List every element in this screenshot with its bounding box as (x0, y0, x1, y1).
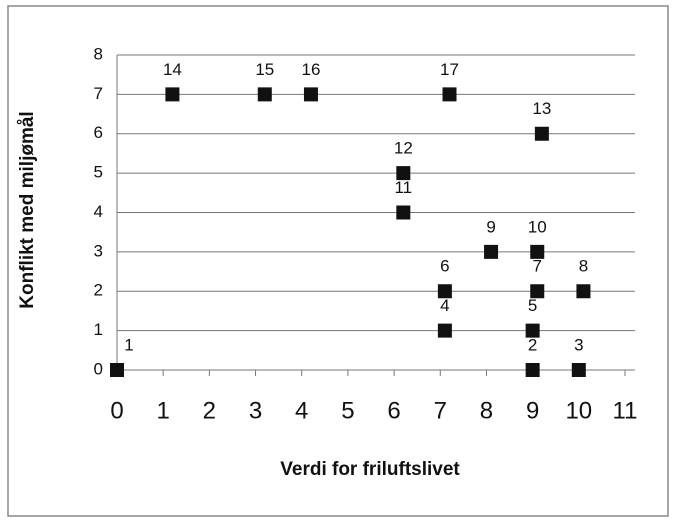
point (303, 87, 318, 102)
point-label: 3 (574, 335, 583, 354)
y-tick-label: 4 (94, 202, 103, 221)
point (484, 244, 499, 259)
x-tick-label: 4 (295, 397, 308, 424)
y-tick-label: 1 (94, 320, 103, 339)
point (396, 205, 411, 220)
chart-border (7, 5, 669, 517)
x-tick-label: 11 (613, 397, 638, 424)
point (530, 244, 545, 259)
point-label: 8 (579, 257, 588, 276)
point-label: 1 (124, 335, 133, 354)
point-label: 5 (528, 296, 537, 315)
x-axis-title: Verdi for friluftslivet (280, 459, 460, 480)
point (437, 323, 452, 338)
y-tick-label: 2 (94, 281, 103, 300)
point-label: 7 (533, 257, 542, 276)
x-tick-label: 8 (480, 397, 493, 424)
point-label: 6 (440, 257, 449, 276)
point (442, 87, 457, 102)
point-label: 11 (394, 178, 412, 197)
point-label: 16 (302, 60, 321, 79)
y-tick-label: 3 (94, 241, 103, 260)
point (396, 166, 411, 181)
point (257, 87, 272, 102)
y-tick-label: 6 (94, 123, 103, 142)
point (525, 363, 540, 377)
point (530, 284, 545, 299)
point-label: 10 (528, 217, 547, 236)
x-tick-label: 1 (157, 397, 170, 424)
point (576, 284, 591, 299)
point-label: 4 (440, 296, 449, 315)
x-tick-label: 6 (387, 397, 400, 424)
y-tick-label: 8 (94, 44, 103, 63)
x-tick-label: 10 (565, 397, 592, 424)
y-axis-title: Konflikt med miljømål (17, 111, 38, 308)
point (110, 363, 124, 377)
x-tick-label: 3 (249, 397, 262, 424)
x-tick-label: 5 (341, 397, 354, 424)
point-label: 15 (255, 60, 274, 79)
point (525, 323, 540, 338)
point (165, 87, 180, 102)
point-label: 12 (394, 139, 413, 158)
point (571, 363, 586, 377)
point-label: 9 (486, 217, 495, 236)
point-label: 14 (163, 60, 182, 79)
x-tick-label: 2 (203, 397, 216, 424)
x-tick-label: 7 (434, 397, 447, 424)
y-tick-label: 5 (94, 163, 103, 182)
y-tick-label: 0 (94, 359, 103, 378)
point-label: 2 (528, 335, 537, 354)
point-label: 17 (440, 60, 459, 79)
x-tick-label: 0 (110, 397, 123, 424)
point (534, 126, 549, 141)
x-tick-label: 9 (526, 397, 539, 424)
point (437, 284, 452, 299)
point-label: 13 (532, 99, 551, 118)
y-tick-label: 7 (94, 84, 103, 103)
